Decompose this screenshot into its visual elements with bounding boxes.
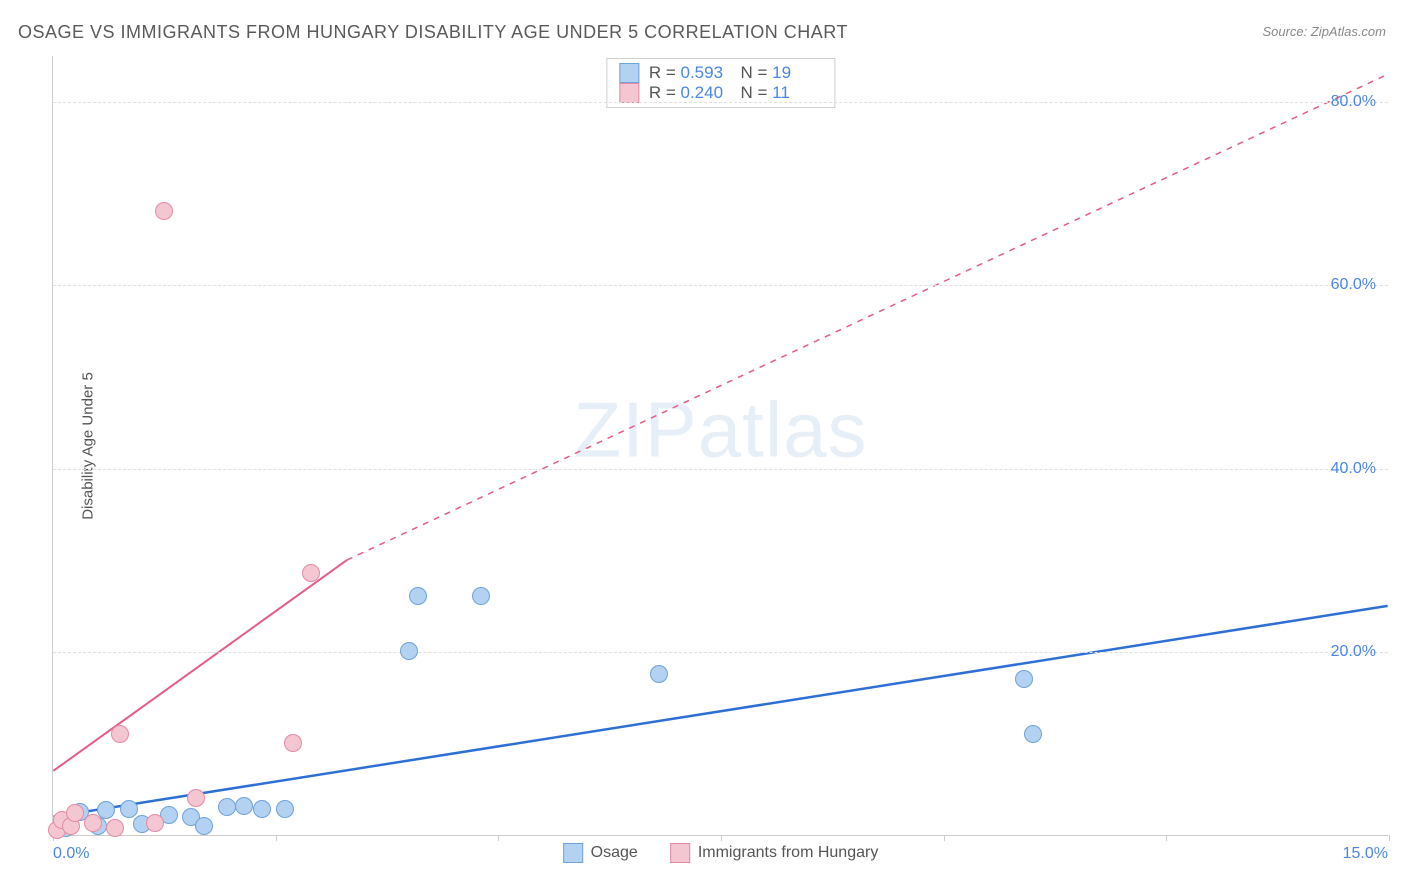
x-tick-label-min: 0.0%: [53, 845, 89, 863]
data-point: [84, 814, 102, 832]
data-point: [276, 800, 294, 818]
n-label-hungary: N =: [741, 83, 773, 102]
x-tick: [276, 835, 277, 841]
r-value-osage: 0.593: [681, 63, 731, 83]
trend-line: [53, 560, 347, 771]
gridline-h: [53, 102, 1388, 103]
data-point: [302, 564, 320, 582]
r-label-osage: R =: [649, 63, 681, 82]
data-point: [400, 642, 418, 660]
data-point: [235, 797, 253, 815]
stats-legend: R = 0.593 N = 19 R = 0.240 N = 11: [606, 58, 835, 108]
source-label: Source:: [1262, 24, 1310, 39]
y-tick-label: 40.0%: [1331, 460, 1376, 478]
x-tick: [1166, 835, 1167, 841]
legend-item-hungary: Immigrants from Hungary: [670, 843, 879, 863]
r-value-hungary: 0.240: [681, 83, 731, 103]
data-point: [120, 800, 138, 818]
trend-line: [53, 606, 1387, 817]
data-point: [218, 798, 236, 816]
source-attribution: Source: ZipAtlas.com: [1262, 24, 1386, 39]
stats-row-osage: R = 0.593 N = 19: [619, 63, 822, 83]
data-point: [106, 819, 124, 837]
x-tick: [944, 835, 945, 841]
legend-swatch-osage: [563, 843, 583, 863]
x-tick: [1389, 835, 1390, 841]
x-tick: [721, 835, 722, 841]
swatch-hungary: [619, 83, 639, 103]
data-point: [472, 587, 490, 605]
y-tick-label: 80.0%: [1331, 93, 1376, 111]
swatch-osage: [619, 63, 639, 83]
n-value-osage: 19: [772, 63, 822, 83]
n-label-osage: N =: [741, 63, 773, 82]
legend-swatch-hungary: [670, 843, 690, 863]
plot-area: ZIPatlas R = 0.593 N = 19 R = 0.240 N = …: [52, 56, 1388, 836]
stats-row-hungary: R = 0.240 N = 11: [619, 83, 822, 103]
data-point: [1024, 725, 1042, 743]
trend-lines-svg: [53, 56, 1388, 835]
chart-title: OSAGE VS IMMIGRANTS FROM HUNGARY DISABIL…: [18, 22, 848, 43]
trend-line: [347, 74, 1388, 560]
legend-label-osage: Osage: [591, 844, 638, 862]
n-value-hungary: 11: [772, 83, 822, 103]
series-legend: Osage Immigrants from Hungary: [563, 843, 879, 863]
source-name: ZipAtlas.com: [1311, 24, 1386, 39]
y-tick-label: 60.0%: [1331, 276, 1376, 294]
data-point: [155, 202, 173, 220]
x-tick-label-max: 15.0%: [1343, 845, 1388, 863]
data-point: [187, 789, 205, 807]
data-point: [650, 665, 668, 683]
r-label-hungary: R =: [649, 83, 681, 102]
data-point: [284, 734, 302, 752]
data-point: [146, 814, 164, 832]
gridline-h: [53, 469, 1388, 470]
x-tick: [498, 835, 499, 841]
data-point: [66, 804, 84, 822]
data-point: [409, 587, 427, 605]
legend-label-hungary: Immigrants from Hungary: [698, 844, 879, 862]
data-point: [253, 800, 271, 818]
watermark: ZIPatlas: [573, 384, 867, 475]
data-point: [1015, 670, 1033, 688]
data-point: [111, 725, 129, 743]
legend-item-osage: Osage: [563, 843, 638, 863]
data-point: [195, 817, 213, 835]
gridline-h: [53, 285, 1388, 286]
y-tick-label: 20.0%: [1331, 643, 1376, 661]
gridline-h: [53, 652, 1388, 653]
